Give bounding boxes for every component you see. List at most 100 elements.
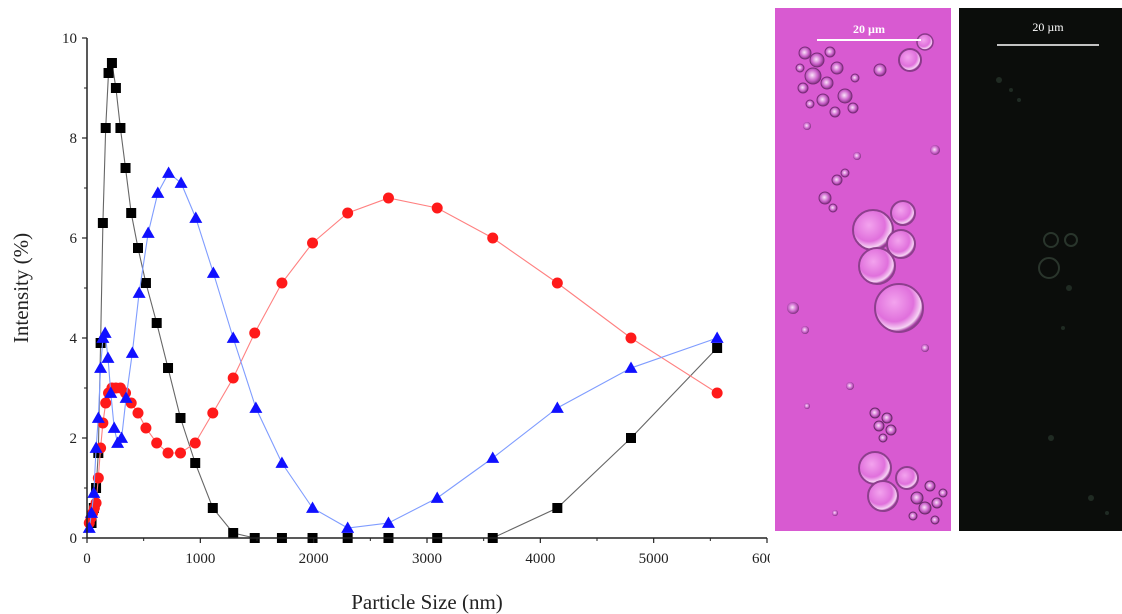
- data-point: [101, 351, 115, 363]
- y-tick-label: 2: [70, 431, 78, 447]
- particle-size-chart: 0 1000 2000 3000 4000 5000 6000 0 2 4 6 8 10 Particl…: [9, 31, 770, 614]
- data-point: [92, 472, 104, 484]
- data-point: [206, 266, 220, 278]
- data-point: [132, 407, 144, 419]
- data-point: [110, 83, 121, 93]
- data-point: [249, 327, 261, 339]
- data-point: [141, 226, 155, 238]
- data-point: [712, 343, 723, 353]
- fluorescence-image: 20 µm: [959, 8, 1122, 531]
- data-point: [227, 372, 239, 384]
- data-point: [249, 401, 263, 413]
- data-point: [189, 437, 201, 449]
- series-line: [88, 197, 718, 524]
- x-tick-label: 1000: [185, 551, 215, 567]
- data-point: [381, 516, 395, 528]
- x-axis-title: Particle Size (nm): [351, 590, 503, 614]
- data-point: [190, 458, 201, 468]
- data-point: [98, 326, 112, 338]
- data-point: [151, 186, 165, 198]
- data-point: [162, 447, 174, 459]
- fluorescence-micrograph: 20 µm: [959, 8, 1122, 531]
- data-point: [276, 277, 288, 289]
- data-point: [115, 123, 126, 133]
- data-point: [87, 486, 101, 498]
- data-point: [95, 338, 106, 348]
- chart-svg: 0 1000 2000 3000 4000 5000 6000 0 2 4 6 8 10 Particl…: [9, 31, 770, 614]
- data-point: [711, 387, 723, 399]
- data-point: [115, 431, 129, 443]
- data-point: [104, 386, 118, 398]
- series-triangle: [82, 166, 724, 533]
- data-point: [174, 176, 188, 188]
- data-point: [307, 237, 319, 249]
- y-tick-label: 10: [62, 31, 77, 47]
- data-point: [94, 361, 108, 373]
- plot-marks: [82, 58, 724, 543]
- series-line: [90, 62, 718, 539]
- brightfield-scale-label: 20 µm: [853, 22, 885, 36]
- y-tick-label: 0: [70, 531, 78, 547]
- data-point: [100, 123, 111, 133]
- data-point: [140, 278, 151, 288]
- data-point: [382, 192, 394, 204]
- data-point: [100, 397, 112, 409]
- series-circle: [83, 192, 723, 529]
- data-point: [487, 232, 499, 244]
- data-point: [552, 503, 563, 513]
- x-tick-label: 5000: [639, 551, 669, 567]
- data-point: [126, 208, 137, 218]
- data-point: [140, 422, 152, 434]
- data-point: [163, 363, 174, 373]
- data-point: [430, 491, 444, 503]
- data-point: [151, 318, 162, 328]
- y-tick-label: 4: [70, 331, 78, 347]
- data-point: [550, 401, 564, 413]
- x-tick-label: 3000: [412, 551, 442, 567]
- data-point: [624, 361, 638, 373]
- x-tick-label: 6000: [752, 551, 770, 567]
- data-point: [431, 202, 443, 214]
- data-point: [120, 163, 131, 173]
- data-point: [132, 286, 146, 298]
- x-tick-label: 2000: [299, 551, 329, 567]
- x-tick-label: 4000: [525, 551, 555, 567]
- axes: 0 1000 2000 3000 4000 5000 6000 0 2 4 6 8 10: [62, 31, 770, 567]
- data-point: [625, 332, 637, 344]
- data-point: [125, 346, 139, 358]
- brightfield-image: 20 µm: [775, 8, 951, 531]
- y-tick-label: 8: [70, 131, 78, 147]
- data-point: [91, 411, 105, 423]
- data-point: [97, 218, 108, 228]
- data-point: [207, 407, 219, 419]
- data-point: [85, 506, 99, 518]
- data-point: [151, 437, 163, 449]
- data-point: [82, 521, 96, 533]
- data-point: [226, 331, 240, 343]
- data-point: [189, 211, 203, 223]
- brightfield-micrograph: 20 µm: [775, 8, 951, 531]
- data-point: [91, 483, 102, 493]
- data-point: [162, 166, 176, 178]
- data-point: [626, 433, 636, 443]
- data-point: [107, 421, 121, 433]
- data-point: [175, 447, 186, 459]
- fluorescence-scale-label: 20 µm: [1032, 20, 1064, 34]
- data-point: [228, 528, 239, 538]
- data-point: [275, 456, 289, 468]
- data-point: [551, 277, 563, 289]
- x-tick-label: 0: [83, 551, 91, 567]
- data-point: [207, 503, 218, 513]
- data-point: [119, 391, 133, 403]
- data-point: [486, 451, 500, 463]
- data-point: [89, 441, 103, 453]
- y-axis-title: Intensity (%): [9, 233, 33, 343]
- data-point: [175, 413, 186, 423]
- series-line: [88, 172, 718, 529]
- data-point: [710, 331, 724, 343]
- data-point: [342, 207, 354, 219]
- data-point: [106, 58, 117, 68]
- data-point: [306, 501, 320, 513]
- data-point: [133, 243, 143, 253]
- data-point: [103, 68, 114, 78]
